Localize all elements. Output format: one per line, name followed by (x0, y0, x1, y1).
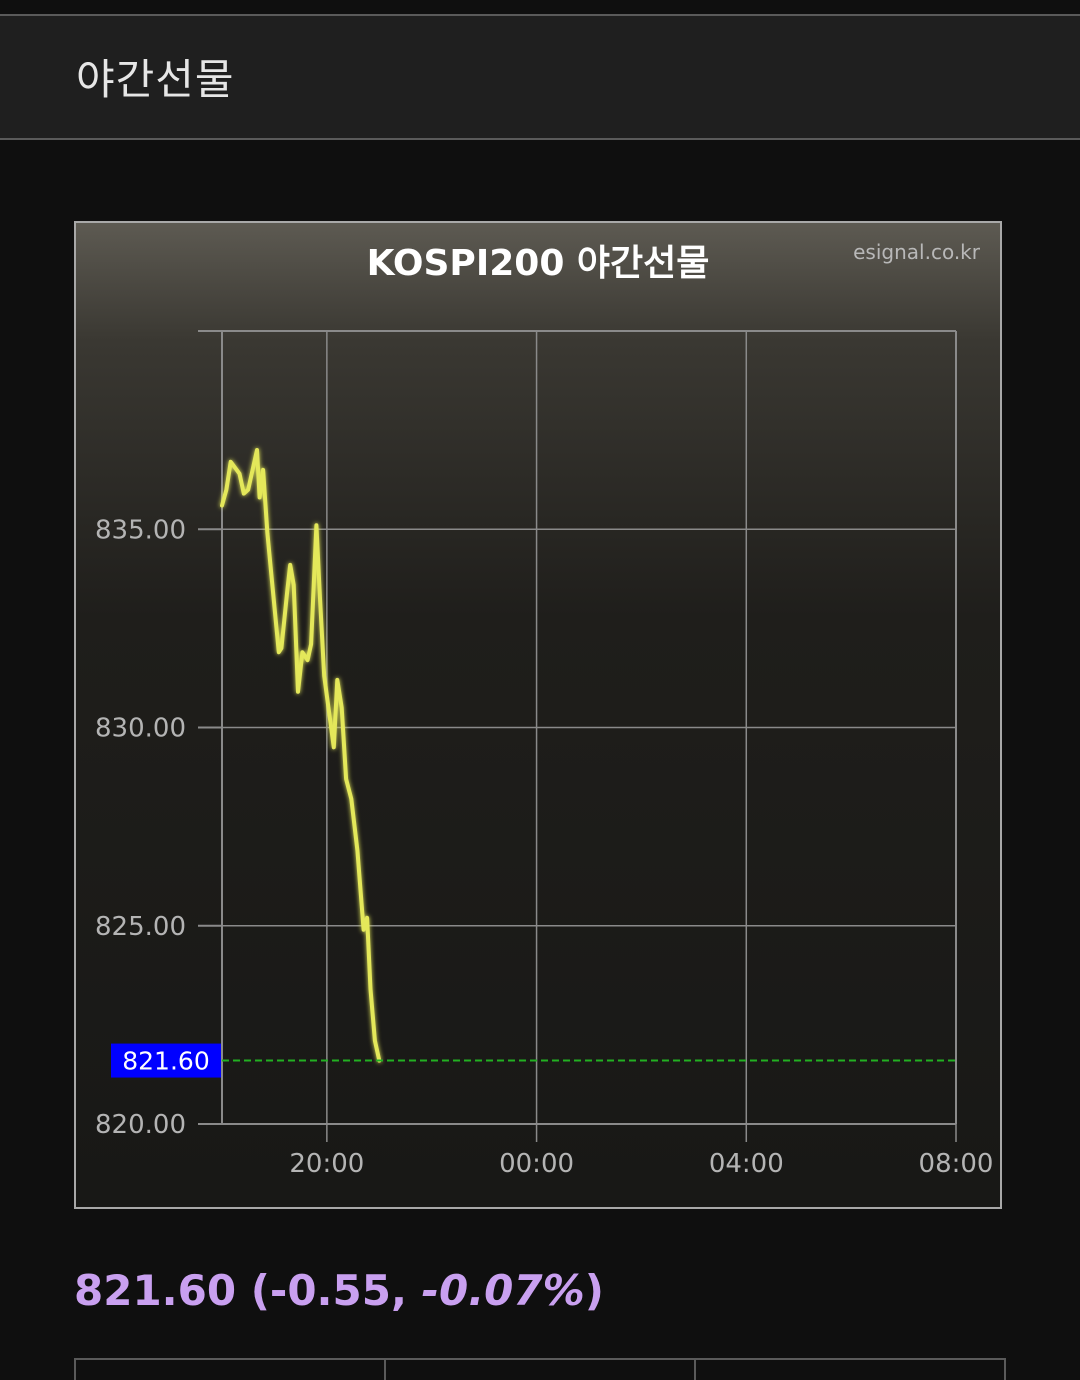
table-cell (74, 1360, 384, 1380)
quote-table-top (74, 1358, 1006, 1380)
price-quote: 821.60 (-0.55, -0.07%) (74, 1266, 604, 1315)
y-tick-label: 820.00 (95, 1110, 186, 1140)
current-price-label: 821.60 (122, 1047, 209, 1076)
chart-title: KOSPI200 야간선물 (367, 243, 710, 284)
quote-change: (-0.55, (250, 1266, 422, 1315)
x-tick-label: 00:00 (499, 1149, 574, 1179)
quote-price: 821.60 (74, 1266, 237, 1315)
quote-close: ) (584, 1266, 604, 1315)
watermark: esignal.co.kr (853, 240, 981, 264)
chart-container: KOSPI200 야간선물 esignal.co.kr 835.00 830.00… (74, 221, 1002, 1209)
x-tick-label: 04:00 (709, 1149, 784, 1179)
y-tick-label: 835.00 (95, 515, 186, 545)
table-cell (694, 1360, 1006, 1380)
page-title: 야간선물 (76, 55, 235, 104)
x-tick-label: 08:00 (919, 1149, 994, 1179)
quote-percent: -0.07% (421, 1266, 585, 1315)
price-series-line (220, 448, 382, 1063)
page-header: 야간선물 (0, 14, 1080, 140)
table-cell (384, 1360, 694, 1380)
price-chart: KOSPI200 야간선물 esignal.co.kr 835.00 830.00… (95, 240, 994, 1179)
y-tick-label: 825.00 (95, 912, 186, 942)
x-tick-label: 20:00 (289, 1149, 364, 1179)
current-price-label-box (111, 1043, 221, 1078)
y-tick-label: 830.00 (95, 714, 186, 744)
